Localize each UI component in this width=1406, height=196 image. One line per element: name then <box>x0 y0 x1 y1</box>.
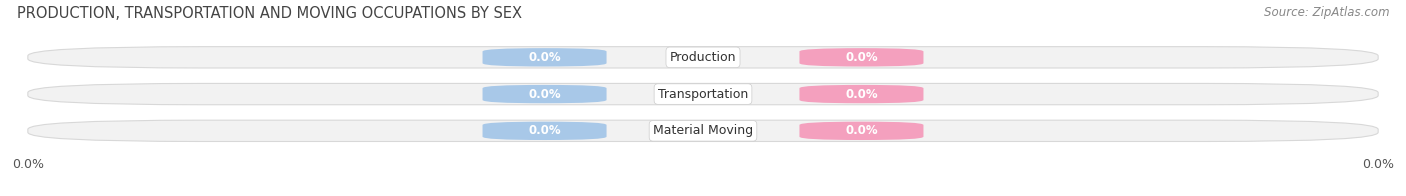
Text: Source: ZipAtlas.com: Source: ZipAtlas.com <box>1264 6 1389 19</box>
Text: PRODUCTION, TRANSPORTATION AND MOVING OCCUPATIONS BY SEX: PRODUCTION, TRANSPORTATION AND MOVING OC… <box>17 6 522 21</box>
FancyBboxPatch shape <box>28 47 1378 68</box>
Text: Material Moving: Material Moving <box>652 124 754 137</box>
FancyBboxPatch shape <box>800 122 924 140</box>
Text: Transportation: Transportation <box>658 88 748 101</box>
Text: 0.0%: 0.0% <box>845 88 877 101</box>
FancyBboxPatch shape <box>800 85 924 103</box>
Text: Production: Production <box>669 51 737 64</box>
Text: 0.0%: 0.0% <box>845 124 877 137</box>
FancyBboxPatch shape <box>28 83 1378 105</box>
FancyBboxPatch shape <box>28 120 1378 142</box>
Text: 0.0%: 0.0% <box>845 51 877 64</box>
Text: 0.0%: 0.0% <box>529 51 561 64</box>
Text: 0.0%: 0.0% <box>529 88 561 101</box>
FancyBboxPatch shape <box>482 85 606 103</box>
FancyBboxPatch shape <box>482 48 606 66</box>
FancyBboxPatch shape <box>800 48 924 66</box>
FancyBboxPatch shape <box>482 122 606 140</box>
Text: 0.0%: 0.0% <box>529 124 561 137</box>
